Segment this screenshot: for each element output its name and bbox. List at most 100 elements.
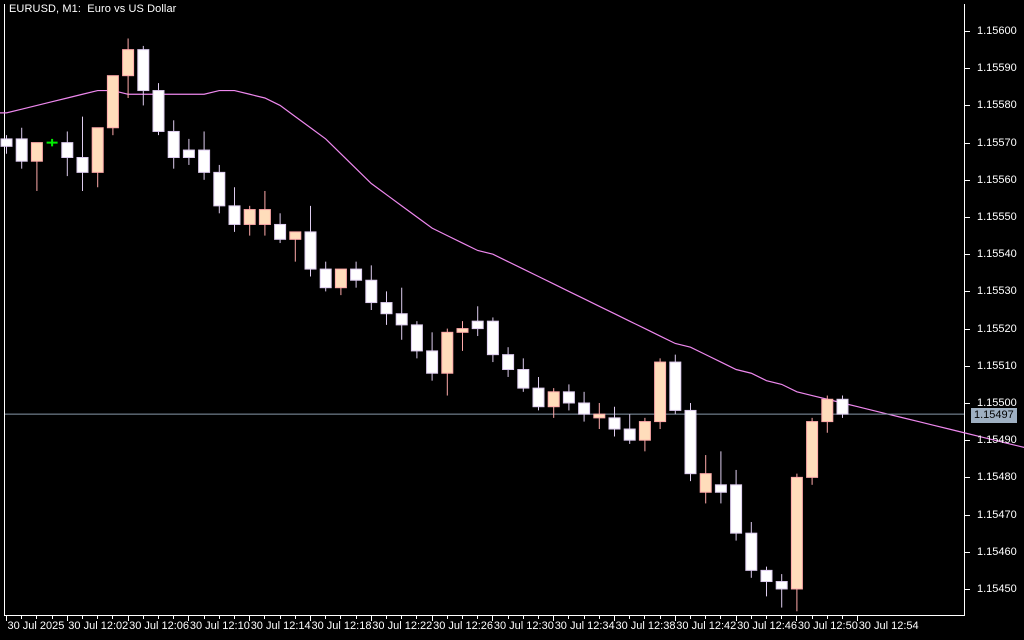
candlestick[interactable]: [258, 190, 271, 236]
candlestick[interactable]: [441, 328, 454, 396]
candle-body: [654, 361, 667, 423]
price-axis-tick: [965, 514, 970, 516]
candlestick[interactable]: [182, 138, 195, 165]
time-axis-minor-tick: [568, 616, 570, 619]
candlestick[interactable]: [365, 265, 378, 310]
candlestick[interactable]: [228, 187, 241, 232]
time-axis-tick: [188, 616, 190, 621]
candle-body: [699, 473, 712, 493]
time-axis-label: 30 Jul 12:18: [311, 620, 372, 632]
candlestick[interactable]: [486, 317, 499, 363]
candlestick[interactable]: [289, 231, 302, 262]
candlestick[interactable]: [730, 469, 743, 541]
time-axis-tick: [66, 616, 68, 621]
candle-body: [122, 49, 135, 77]
time-axis-tick: [310, 616, 311, 621]
price-axis-label: 1.15480: [977, 471, 1017, 484]
time-axis-label: 30 Jul 12:22: [372, 620, 433, 632]
time-axis-tick: [431, 616, 433, 621]
price-axis-tick: [965, 179, 970, 181]
candlestick[interactable]: [152, 83, 165, 136]
candlestick[interactable]: [638, 417, 651, 452]
candlestick[interactable]: [790, 473, 803, 612]
candlestick[interactable]: [517, 358, 530, 392]
price-axis-tick: [965, 403, 970, 404]
candlestick[interactable]: [684, 402, 697, 482]
candlestick[interactable]: [410, 321, 423, 359]
candlestick[interactable]: [15, 127, 28, 169]
candlestick[interactable]: [274, 213, 287, 244]
candlestick[interactable]: [304, 205, 317, 277]
time-axis-minor-tick: [97, 616, 99, 619]
time-axis-minor-tick: [720, 616, 722, 619]
candlestick[interactable]: [775, 574, 788, 608]
current-price-tag: 1.15497: [971, 408, 1017, 424]
candlestick[interactable]: [61, 131, 74, 177]
candlestick[interactable]: [745, 522, 758, 578]
candlestick[interactable]: [623, 414, 636, 444]
time-axis-minor-tick: [173, 616, 175, 619]
candlestick[interactable]: [654, 358, 667, 430]
candlestick[interactable]: [669, 354, 682, 415]
price-axis-label: 1.15500: [977, 397, 1017, 409]
time-axis-tick: [735, 616, 737, 621]
candlestick[interactable]: [593, 402, 606, 430]
candlestick[interactable]: [426, 332, 439, 381]
price-axis-tick: [965, 105, 970, 107]
candlestick[interactable]: [46, 138, 58, 147]
candlestick[interactable]: [821, 395, 834, 433]
candlestick[interactable]: [334, 268, 347, 296]
time-axis-label: 30 Jul 12:06: [129, 620, 190, 632]
candlestick[interactable]: [319, 261, 332, 292]
candlestick[interactable]: [562, 384, 575, 411]
candlestick[interactable]: [578, 391, 591, 422]
candle-body: [745, 532, 758, 571]
candlestick[interactable]: [213, 164, 226, 214]
candlestick[interactable]: [714, 451, 727, 504]
candlestick[interactable]: [167, 120, 180, 169]
time-axis-label: 30 Jul 2025: [7, 620, 65, 632]
price-axis-label: 1.15530: [977, 285, 1017, 298]
candlestick[interactable]: [106, 75, 119, 136]
candlestick[interactable]: [699, 455, 712, 504]
candlestick[interactable]: [0, 135, 13, 154]
candlestick[interactable]: [350, 261, 363, 288]
time-axis-minor-tick: [234, 616, 235, 619]
time-axis-minor-tick: [203, 616, 205, 619]
candlestick[interactable]: [30, 142, 43, 191]
candlestick[interactable]: [395, 287, 408, 340]
candle-body: [593, 413, 606, 419]
price-axis-tick: [965, 589, 970, 590]
candlestick[interactable]: [91, 127, 104, 188]
price-axis-tick: [965, 31, 970, 32]
candlestick[interactable]: [76, 116, 89, 191]
candle-body: [182, 149, 195, 158]
candle-body: [137, 49, 150, 92]
candlestick[interactable]: [502, 347, 515, 377]
time-axis-label: 30 Jul 12:54: [858, 620, 919, 632]
candle-body: [395, 313, 408, 326]
time-axis-minor-tick: [811, 616, 813, 619]
candlestick[interactable]: [122, 38, 135, 98]
candlestick[interactable]: [608, 406, 621, 437]
candle-body: [669, 361, 682, 411]
time-axis-tick: [553, 616, 555, 621]
time-axis-minor-tick: [659, 616, 661, 619]
candlestick[interactable]: [836, 395, 849, 418]
candlestick[interactable]: [471, 306, 484, 337]
candlestick[interactable]: [380, 291, 393, 325]
candlestick[interactable]: [532, 376, 545, 411]
candlestick[interactable]: [137, 45, 150, 106]
candlestick[interactable]: [198, 131, 211, 180]
moving-average-line: [0, 89, 1024, 449]
candle-body: [289, 231, 302, 240]
candlestick[interactable]: [547, 388, 560, 418]
price-axis-label: 1.15520: [977, 322, 1017, 335]
candlestick[interactable]: [456, 321, 469, 351]
candle-body: [410, 324, 423, 352]
candlestick[interactable]: [760, 566, 773, 597]
candlestick[interactable]: [243, 205, 256, 236]
candlestick[interactable]: [806, 417, 819, 485]
